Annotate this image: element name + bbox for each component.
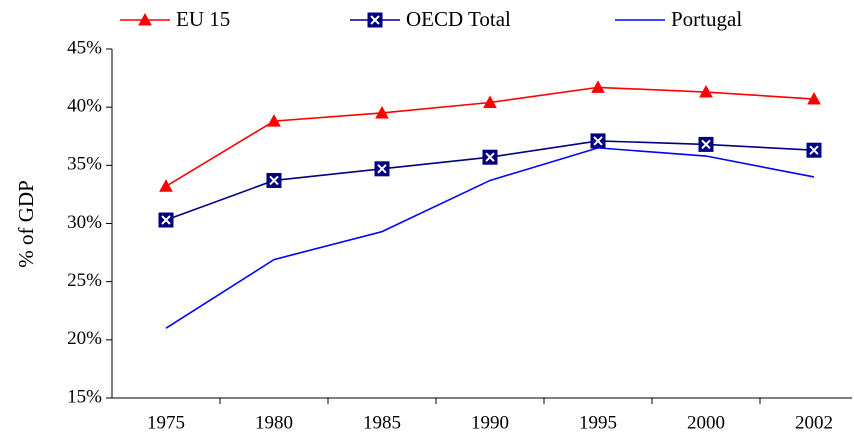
x-tick-label: 2000 — [687, 412, 725, 433]
legend-marker — [367, 12, 383, 28]
legend-label: OECD Total — [406, 7, 511, 31]
data-point — [374, 161, 390, 177]
legend-marker — [138, 12, 152, 26]
y-tick-label: 30% — [67, 212, 102, 233]
data-point — [807, 91, 821, 105]
data-point — [267, 114, 281, 127]
y-tick-label: 15% — [67, 386, 102, 407]
data-point — [806, 142, 822, 158]
x-tick-label: 2002 — [795, 412, 833, 433]
y-tick-label: 35% — [67, 154, 102, 175]
data-point — [482, 149, 498, 165]
data-point — [483, 95, 497, 109]
data-point — [375, 105, 389, 119]
data-point — [590, 133, 606, 149]
y-axis-label: % of GDP — [14, 180, 38, 268]
data-point — [266, 172, 282, 188]
x-tick-label: 1995 — [579, 412, 617, 433]
data-point — [698, 136, 714, 152]
legend-label: EU 15 — [176, 7, 230, 31]
data-point — [699, 84, 713, 98]
x-tick-label: 1975 — [147, 412, 185, 433]
legend-label: Portugal — [671, 7, 742, 31]
data-point — [158, 212, 174, 228]
y-tick-label: 25% — [67, 270, 102, 291]
x-tick-label: 1990 — [471, 412, 509, 433]
y-tick-label: 20% — [67, 328, 102, 349]
x-tick-label: 1985 — [363, 412, 401, 433]
y-tick-label: 45% — [67, 37, 102, 58]
y-tick-label: 40% — [67, 96, 102, 117]
series-line — [165, 147, 815, 329]
data-point — [591, 80, 605, 93]
x-tick-label: 1980 — [255, 412, 293, 433]
data-point — [159, 179, 173, 192]
